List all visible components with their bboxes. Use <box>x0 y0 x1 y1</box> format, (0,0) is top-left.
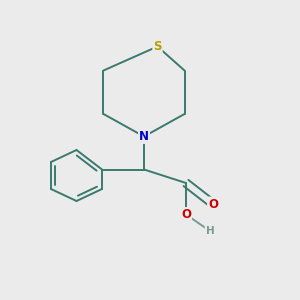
Text: H: H <box>206 226 214 236</box>
Text: N: N <box>139 130 149 143</box>
Text: S: S <box>153 40 162 53</box>
Text: O: O <box>181 208 191 221</box>
Text: O: O <box>208 197 218 211</box>
